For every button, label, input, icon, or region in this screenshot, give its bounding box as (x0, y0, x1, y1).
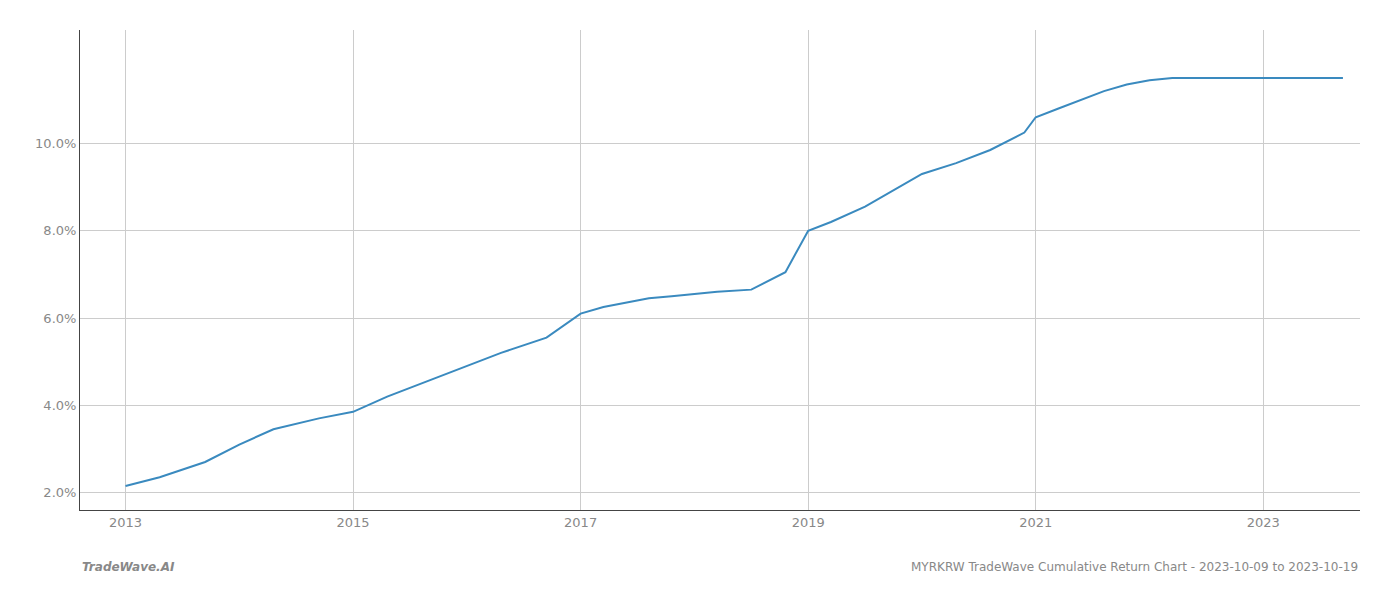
svg-text:2023: 2023 (1247, 515, 1280, 530)
svg-text:10.0%: 10.0% (35, 136, 76, 151)
svg-text:2.0%: 2.0% (43, 485, 76, 500)
svg-text:2021: 2021 (1019, 515, 1052, 530)
svg-text:TradeWave.AI: TradeWave.AI (82, 560, 175, 574)
svg-text:MYRKRW TradeWave Cumulative Re: MYRKRW TradeWave Cumulative Return Chart… (911, 560, 1358, 574)
svg-text:2015: 2015 (337, 515, 370, 530)
svg-text:2017: 2017 (564, 515, 597, 530)
svg-text:4.0%: 4.0% (43, 398, 76, 413)
svg-text:2019: 2019 (792, 515, 825, 530)
svg-text:2013: 2013 (109, 515, 142, 530)
svg-text:8.0%: 8.0% (43, 223, 76, 238)
svg-text:6.0%: 6.0% (43, 311, 76, 326)
